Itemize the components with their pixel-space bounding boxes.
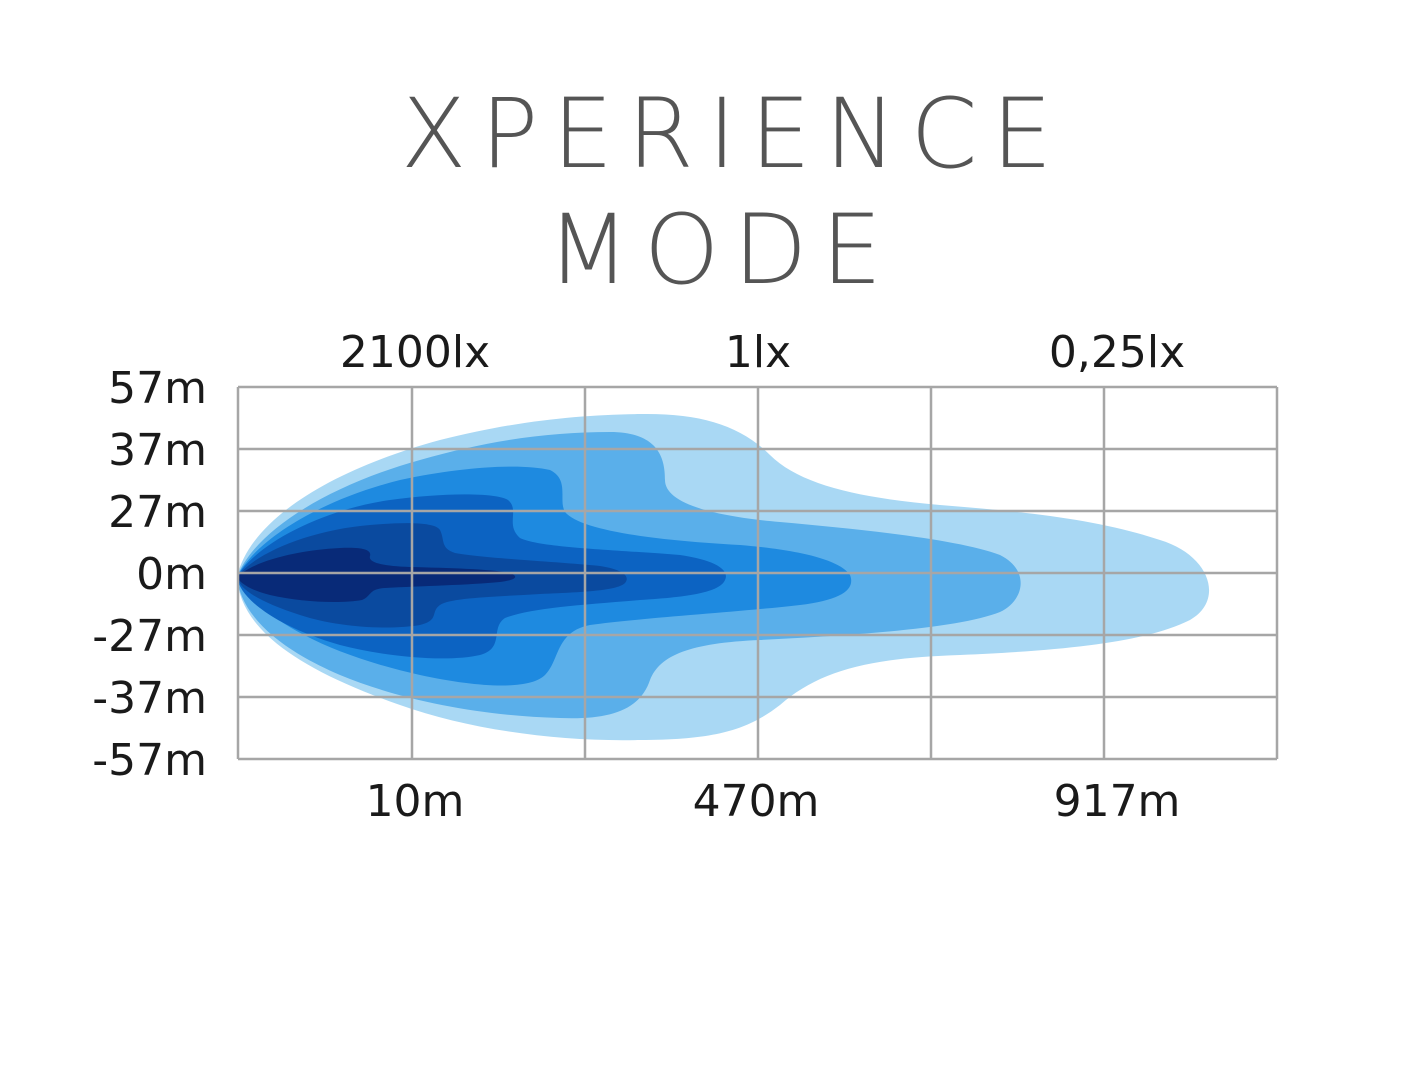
- contour-level-6: [237, 547, 516, 603]
- lux-labels: 2100lx 1lx 0,25lx: [340, 327, 1185, 378]
- lux-label: 2100lx: [340, 327, 490, 378]
- y-tick-label: 0m: [136, 549, 207, 600]
- x-tick-label: 917m: [1054, 776, 1181, 827]
- y-tick-label: -27m: [92, 611, 207, 662]
- y-tick-label: 57m: [108, 363, 207, 414]
- x-tick-label: 470m: [693, 776, 820, 827]
- y-tick-label: 27m: [108, 487, 207, 538]
- chart-title-line-1: XPERIENCE: [400, 78, 1067, 190]
- y-axis-labels: 57m 37m 27m 0m -27m -37m -57m: [92, 363, 207, 786]
- chart-grid: [236, 385, 1279, 761]
- y-tick-label: 37m: [108, 425, 207, 476]
- x-axis-labels: 10m 470m 917m: [366, 776, 1181, 827]
- x-tick-label: 10m: [366, 776, 465, 827]
- y-tick-label: -57m: [92, 735, 207, 786]
- lux-label: 1lx: [725, 327, 791, 378]
- beam-contours: [237, 413, 1210, 741]
- y-tick-label: -37m: [92, 673, 207, 724]
- lux-label: 0,25lx: [1049, 327, 1185, 378]
- chart-title-line-2: MODE: [547, 194, 896, 306]
